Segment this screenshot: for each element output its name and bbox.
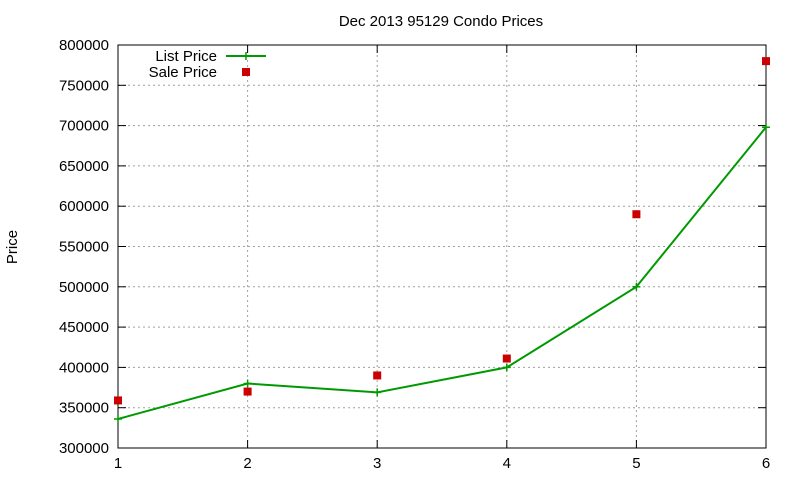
sale-price-point (762, 57, 770, 66)
x-tick-label: 1 (114, 455, 122, 472)
grid (118, 45, 766, 448)
legend-label: List Price (155, 48, 217, 65)
sale-price-point (632, 210, 641, 219)
y-tick-label: 800000 (59, 37, 109, 54)
list-price-point (632, 282, 641, 291)
list-price-point (762, 123, 770, 132)
list-price-line (117, 126, 767, 420)
x-tick-label: 2 (243, 455, 251, 472)
x-tick-label: 6 (762, 455, 770, 472)
y-tick-label: 450000 (59, 319, 109, 336)
list-price-point (114, 414, 122, 423)
y-tick-label: 750000 (59, 77, 109, 94)
sale-price-point (114, 396, 122, 405)
y-tick-label: 600000 (59, 198, 109, 215)
y-axis-label: Price (4, 230, 21, 264)
legend-swatch-cross (242, 52, 250, 60)
list-price-point (502, 363, 511, 372)
y-tick-label: 650000 (59, 158, 109, 175)
y-tick-label: 500000 (59, 279, 109, 296)
x-tick-label: 3 (373, 455, 381, 472)
sale-price-point (243, 387, 252, 396)
list-price-point (243, 379, 252, 388)
y-tick-label: 400000 (59, 359, 109, 376)
y-tick-label: 300000 (59, 440, 109, 457)
list-price-point (373, 388, 382, 397)
x-tick-label: 4 (503, 455, 511, 472)
axis-ticks: 300000 350000 400000 450000 500000 550000 6000… (59, 37, 770, 472)
series (114, 57, 770, 423)
y-tick-label: 550000 (59, 239, 109, 256)
legend-swatch-square (242, 68, 250, 76)
y-tick-label: 350000 (59, 400, 109, 417)
x-tick-label: 5 (632, 455, 640, 472)
chart-title: Dec 2013 95129 Condo Prices (339, 13, 543, 30)
y-tick-label: 700000 (59, 118, 109, 135)
legend-label: Sale Price (149, 64, 217, 81)
sale-price-point (373, 371, 382, 380)
sale-price-point (502, 354, 511, 363)
